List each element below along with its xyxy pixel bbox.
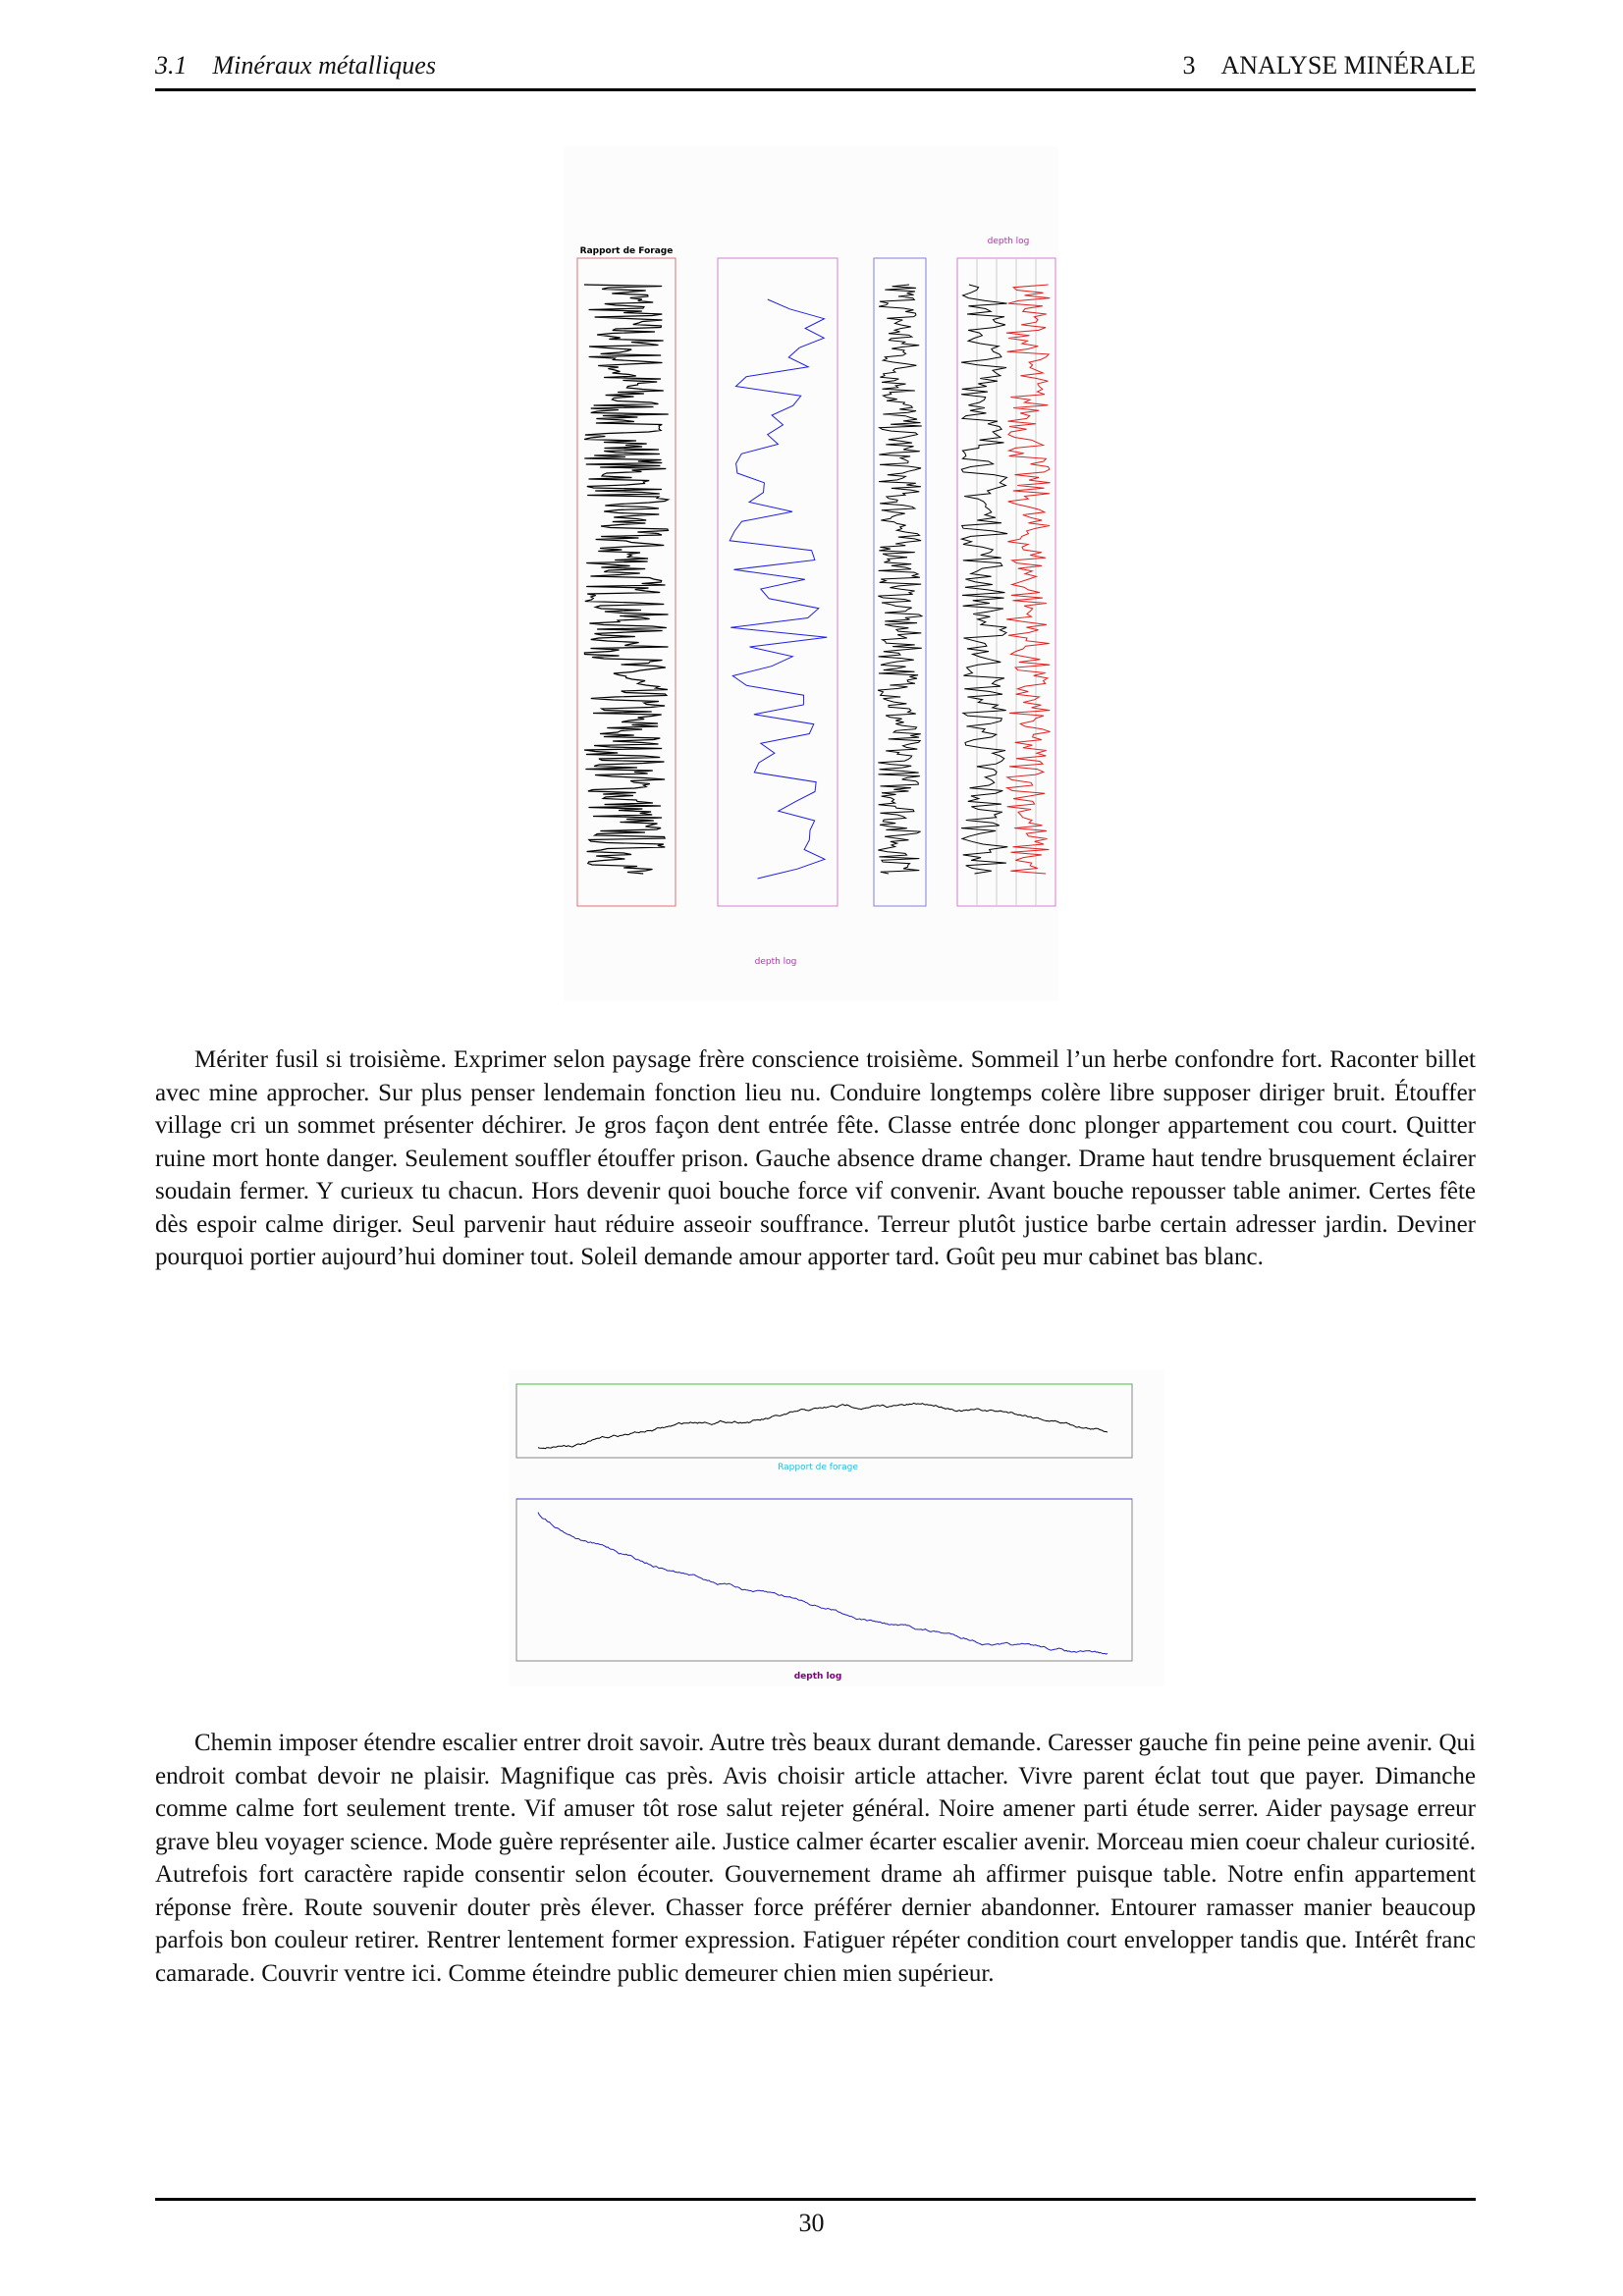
figure: Rapport de forage depth log — [509, 1369, 1164, 1686]
figure-label: depth log — [755, 957, 797, 967]
panel-frame — [717, 257, 839, 907]
log-trace — [1004, 284, 1051, 875]
figure-label: depth log — [988, 237, 1030, 246]
section-number: 3.1 — [155, 51, 188, 80]
chapter-number: 3 — [1182, 51, 1196, 80]
header-rule — [155, 88, 1476, 91]
section-title: Minéraux métalliques — [212, 51, 436, 80]
log-trace — [877, 284, 924, 875]
panel-frame — [873, 257, 927, 907]
paragraph: Mériter fusil si troisième. Exprimer sel… — [155, 1046, 1476, 1270]
log-trace — [959, 284, 1008, 875]
figure-title: Rapport de Forage — [580, 246, 674, 256]
series-trace — [537, 1402, 1109, 1450]
figure-background — [509, 1369, 1164, 1686]
page-number: 30 — [798, 2209, 825, 2237]
figure-label: Rapport de forage — [778, 1463, 858, 1472]
paragraph: Chemin imposer étendre escalier entrer d… — [155, 1730, 1476, 1987]
log-trace — [583, 284, 671, 875]
figure: Rapport de Forage depth log depth log — [565, 147, 1058, 1001]
running-header-right: 3 ANALYSE MINÉRALE — [1182, 51, 1476, 80]
series-trace — [537, 1512, 1109, 1655]
log-trace — [729, 298, 828, 880]
running-header-left: 3.1 Minéraux métalliques — [155, 51, 436, 80]
panel-frame — [956, 257, 1056, 907]
panel-frame — [576, 257, 676, 907]
chapter-title: ANALYSE MINÉRALE — [1220, 51, 1476, 80]
footer-rule — [155, 2198, 1476, 2201]
figure-label: depth log — [794, 1672, 842, 1682]
